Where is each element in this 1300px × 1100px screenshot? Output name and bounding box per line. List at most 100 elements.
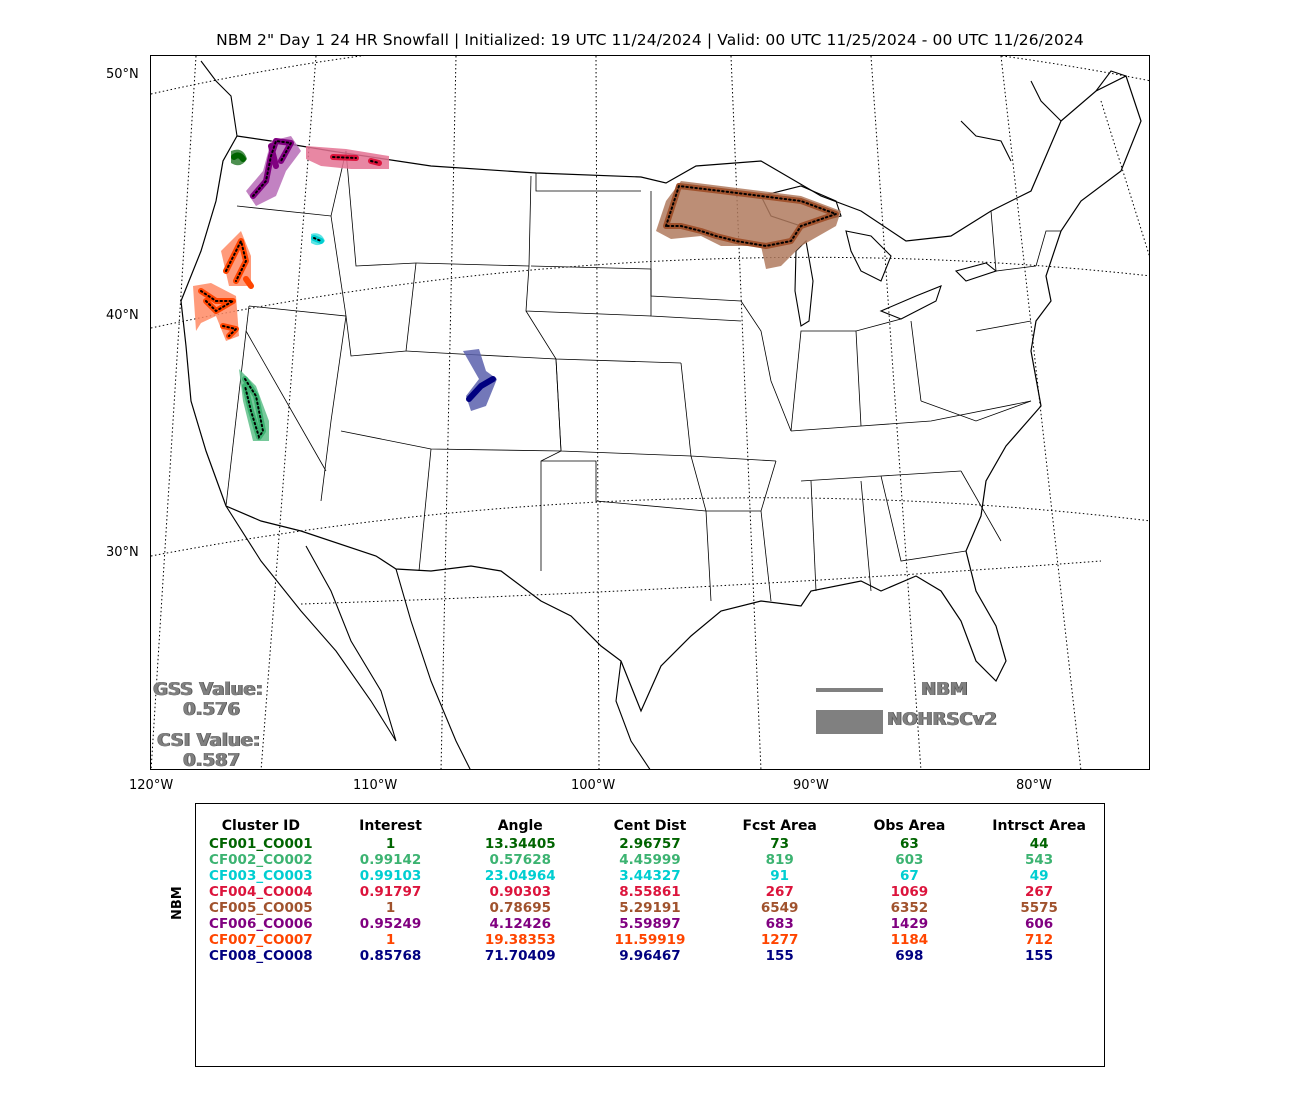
table-cell: 1069 <box>890 884 929 900</box>
table-row: CF002_CO002 0.99142 0.57628 4.45999 819 603 54… <box>196 852 1104 868</box>
table-cell: CF002_CO002 <box>209 852 313 868</box>
legend-nbm-label: NBM <box>921 679 968 700</box>
table-cell: 44 <box>1029 836 1049 852</box>
lake-ontario <box>954 262 998 282</box>
table-cell: 698 <box>895 948 924 964</box>
col-intrsct-area: Intrsct Area <box>992 818 1086 834</box>
col-cent-dist: Cent Dist <box>613 818 687 834</box>
lake-michigan <box>794 239 814 327</box>
parallel-40n <box>151 256 1149 329</box>
table-cell: CF003_CO003 <box>209 868 313 884</box>
lake-huron <box>845 230 892 282</box>
col-obs-area: Obs Area <box>873 818 946 834</box>
meridian-95w <box>730 56 762 769</box>
table-cell: 155 <box>1025 948 1054 964</box>
parallel-50n <box>151 56 1149 95</box>
table-cell: 1 <box>385 900 396 916</box>
map-canvas <box>151 56 1149 769</box>
table-row: CF006_CO006 0.95249 4.12426 5.59897 683 1429 6… <box>196 916 1104 932</box>
table-cell: CF005_CO005 <box>209 900 313 916</box>
gss-label: GSS Value: <box>153 679 263 700</box>
table-cell: 0.99103 <box>359 868 422 884</box>
csi-value: 0.587 <box>183 750 240 771</box>
table-cell: 23.04964 <box>484 868 556 884</box>
table-header-row: Cluster ID Interest Angle Cent Dist Fcst… <box>196 816 1104 836</box>
table-cell: 267 <box>765 884 794 900</box>
table-cell: CF006_CO006 <box>209 916 313 932</box>
table-cell: 5575 <box>1020 900 1058 916</box>
table-cell: 63 <box>899 836 919 852</box>
meridian-90w <box>870 56 922 769</box>
col-cluster-id: Cluster ID <box>221 818 300 834</box>
table-cell: 11.59919 <box>614 932 686 948</box>
table-cell: 0.95249 <box>359 916 422 932</box>
table-cell: 4.12426 <box>489 916 552 932</box>
csi-label: CSI Value: <box>157 730 260 751</box>
table-row: CF007_CO007 1 19.38353 11.59919 1277 1184 712 <box>196 932 1104 948</box>
fcst-cluster-008 <box>466 376 496 402</box>
table-cell: 71.70409 <box>484 948 556 964</box>
table-cell: 543 <box>1025 852 1054 868</box>
stats-table-panel: Cluster ID Interest Angle Cent Dist Fcst… <box>195 803 1105 1067</box>
col-angle: Angle <box>497 818 543 834</box>
us-outline <box>180 75 1142 713</box>
meridian-105w <box>440 56 457 769</box>
col-fcst-area: Fcst Area <box>742 818 817 834</box>
table-cell: 606 <box>1025 916 1054 932</box>
table-cell: 2.96757 <box>619 836 681 852</box>
table-cell: CF004_CO004 <box>209 884 313 900</box>
legend-nohrsc-label: NOHRSCv2 <box>887 709 997 730</box>
table-cell: 5.29191 <box>619 900 681 916</box>
lat-label-50: 50°N <box>106 67 139 82</box>
map-title: NBM 2" Day 1 24 HR Snowfall | Initialize… <box>216 31 1084 49</box>
table-cell: 603 <box>895 852 924 868</box>
lon-label-120w: 120°W <box>129 778 174 793</box>
table-cell: 0.99142 <box>359 852 422 868</box>
meridian-85w <box>1000 56 1082 769</box>
table-cell: 1277 <box>760 932 799 948</box>
table-cell: 13.34405 <box>484 836 556 852</box>
table-cell: 4.45999 <box>619 852 681 868</box>
parallel-30n <box>151 497 1149 557</box>
fcst-cluster-001 <box>231 152 246 162</box>
lat-label-30: 30°N <box>106 545 139 560</box>
table-cell: 6549 <box>760 900 799 916</box>
table-cell: 1 <box>385 932 396 948</box>
table-row: CF008_CO008 0.85768 71.70409 9.96467 155 698 1… <box>196 948 1104 964</box>
graticule <box>151 56 1149 769</box>
table-cell: 1429 <box>890 916 929 932</box>
table-cell: CF008_CO008 <box>209 948 313 964</box>
table-cell: 49 <box>1029 868 1049 884</box>
table-cell: CF001_CO001 <box>209 836 313 852</box>
table-cell: 1184 <box>890 932 929 948</box>
table-side-label: NBM <box>170 886 185 920</box>
lon-label-100w: 100°W <box>571 778 616 793</box>
lake-erie <box>879 285 942 320</box>
table-cell: 5.59897 <box>619 916 681 932</box>
lat-label-40: 40°N <box>106 308 139 323</box>
table-row: CF005_CO005 1 0.78695 5.29191 6549 6352 5575 <box>196 900 1104 916</box>
table-cell: 712 <box>1025 932 1054 948</box>
table-cell: 1 <box>385 836 396 852</box>
parallel-25n <box>300 560 1102 605</box>
table-cell: 73 <box>770 836 790 852</box>
table-cell: 0.91797 <box>359 884 422 900</box>
table-cell: 9.96467 <box>619 948 681 964</box>
table-cell: 8.55861 <box>619 884 681 900</box>
table-cell: 19.38353 <box>484 932 556 948</box>
canada-coast <box>200 60 1127 162</box>
table-cell: 0.85768 <box>359 948 422 964</box>
meridian-120w <box>151 56 197 769</box>
table-cell: 91 <box>770 868 790 884</box>
mexico-outline <box>225 505 651 769</box>
table-row: CF003_CO003 0.99103 23.04964 3.44327 91 67 49 <box>196 868 1104 884</box>
gss-value: 0.576 <box>183 699 240 720</box>
table-row: CF004_CO004 0.91797 0.90303 8.55861 267 1069 2… <box>196 884 1104 900</box>
map-panel <box>150 55 1150 770</box>
table-cell: 3.44327 <box>619 868 681 884</box>
table-cell: 0.78695 <box>489 900 552 916</box>
table-cell: 683 <box>765 916 794 932</box>
table-cell: CF007_CO007 <box>209 932 313 948</box>
state-lines <box>225 150 1061 602</box>
lon-label-80w: 80°W <box>1016 778 1052 793</box>
